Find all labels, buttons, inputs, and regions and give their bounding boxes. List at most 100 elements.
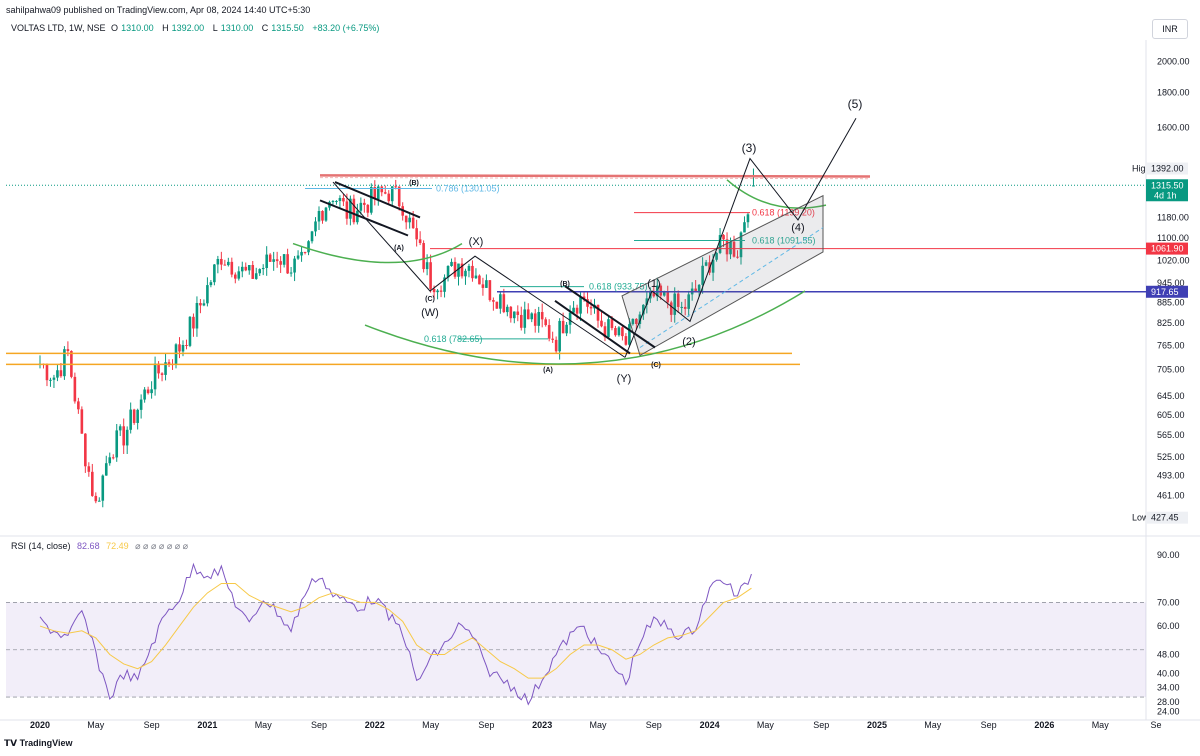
x-tick-label: May bbox=[589, 720, 607, 730]
candle-body bbox=[213, 264, 216, 283]
x-tick-label: 2025 bbox=[867, 720, 887, 730]
wave-label: (W) bbox=[421, 307, 439, 319]
candle-body bbox=[317, 210, 321, 222]
price-tick-label: 1100.00 bbox=[1157, 233, 1189, 243]
candle-body bbox=[387, 193, 391, 202]
candle-body bbox=[418, 239, 422, 244]
candle-body bbox=[621, 327, 624, 337]
candle-body bbox=[331, 201, 335, 203]
candle-body bbox=[307, 241, 310, 253]
candle-body bbox=[178, 344, 181, 352]
candle-body bbox=[394, 186, 398, 188]
wave-label: (3) bbox=[742, 141, 757, 155]
candle-body bbox=[356, 210, 359, 223]
candle-body bbox=[153, 363, 157, 390]
price-tick-label: 765.00 bbox=[1157, 341, 1185, 351]
candle-body bbox=[254, 273, 258, 279]
high-value: H 1392.00 bbox=[162, 23, 205, 33]
brand-name: TradingView bbox=[19, 738, 73, 748]
candle-body bbox=[752, 185, 755, 187]
wave-label: (A) bbox=[394, 245, 404, 252]
candle-body bbox=[589, 306, 593, 309]
fib-label: 0.618 (933.75) bbox=[589, 282, 648, 292]
low-label: Low bbox=[1132, 513, 1149, 523]
candle-body bbox=[481, 284, 485, 288]
candle-body bbox=[565, 324, 568, 334]
candle-body bbox=[167, 362, 171, 365]
candle-body bbox=[160, 373, 164, 375]
candle-body bbox=[506, 306, 509, 313]
candle-body bbox=[122, 426, 125, 446]
currency-button[interactable]: INR bbox=[1152, 19, 1188, 39]
candle-body bbox=[324, 207, 328, 221]
candle-body bbox=[635, 318, 638, 324]
x-tick-label: Sep bbox=[813, 720, 829, 730]
candle-body bbox=[694, 288, 697, 291]
candle-body bbox=[638, 314, 642, 324]
candle-body bbox=[408, 217, 411, 223]
candle-body bbox=[509, 306, 513, 319]
wave-label: (Y) bbox=[617, 373, 632, 385]
candle-body bbox=[199, 302, 202, 306]
resistance-line bbox=[319, 174, 871, 178]
symbol-label[interactable]: VOLTAS LTD, 1W, NSE bbox=[11, 23, 106, 33]
candle-body bbox=[579, 296, 582, 314]
candle-body bbox=[624, 336, 628, 345]
candle-body bbox=[202, 303, 206, 306]
candle-body bbox=[425, 262, 429, 270]
price-tick-label: 1600.00 bbox=[1157, 122, 1190, 132]
rsi-ma-value: 72.49 bbox=[106, 541, 129, 551]
close-value: C 1315.50 bbox=[261, 23, 304, 33]
candle-body bbox=[645, 298, 649, 305]
candle-body bbox=[77, 401, 80, 410]
price-tick-label: 525.00 bbox=[1157, 452, 1185, 462]
candle-body bbox=[223, 264, 227, 266]
candle-body bbox=[485, 280, 488, 288]
candle-body bbox=[568, 312, 572, 325]
channel-midline bbox=[639, 227, 824, 348]
fib-label: 0.618 (1091.55) bbox=[752, 235, 816, 245]
candle-body bbox=[349, 198, 352, 219]
candle-body bbox=[206, 285, 209, 304]
candle-body bbox=[732, 241, 736, 257]
wave-w-x-y-line bbox=[332, 181, 626, 358]
wave-label: (C) bbox=[425, 296, 435, 303]
x-tick-label: May bbox=[422, 720, 440, 730]
candle-body bbox=[185, 345, 188, 347]
wave-label: (A) bbox=[543, 367, 553, 374]
candle-body bbox=[157, 363, 160, 374]
wave-label: (5) bbox=[848, 97, 863, 111]
candle-body bbox=[268, 254, 272, 262]
candle-body bbox=[488, 280, 492, 301]
candle-body bbox=[181, 345, 185, 352]
candle-body bbox=[499, 294, 502, 309]
rsi-title[interactable]: RSI (14, close) bbox=[11, 541, 71, 551]
candle-body bbox=[673, 293, 677, 315]
candle-body bbox=[540, 312, 544, 320]
level-917-badge bbox=[1146, 285, 1188, 298]
resistance-line-dashed bbox=[319, 177, 871, 180]
last-price-badge-sub: 4d 1h bbox=[1154, 190, 1177, 200]
fib-label: 0.618 (1199.20) bbox=[752, 208, 815, 218]
candle-body bbox=[467, 265, 471, 271]
candle-body bbox=[523, 309, 527, 328]
candle-body bbox=[736, 256, 739, 258]
tradingview-logo-icon: 𝗧𝗩 bbox=[4, 738, 18, 748]
candle-body bbox=[725, 239, 729, 255]
candle-body bbox=[289, 272, 293, 274]
x-tick-label: 2022 bbox=[365, 720, 385, 730]
candle-body bbox=[300, 251, 303, 256]
candle-body bbox=[56, 370, 59, 378]
candle-body bbox=[220, 258, 223, 265]
candle-body bbox=[603, 326, 607, 338]
candle-body bbox=[722, 235, 725, 240]
candle-body bbox=[516, 311, 520, 315]
rsi-legend[interactable]: RSI (14, close) 82.68 72.49 ⌀ ⌀ ⌀ ⌀ ⌀ ⌀ … bbox=[11, 541, 188, 552]
candle-body bbox=[704, 262, 708, 266]
candle-body bbox=[118, 426, 122, 431]
candle-body bbox=[450, 261, 453, 266]
candle-body bbox=[234, 274, 237, 279]
candle-body bbox=[143, 389, 146, 400]
